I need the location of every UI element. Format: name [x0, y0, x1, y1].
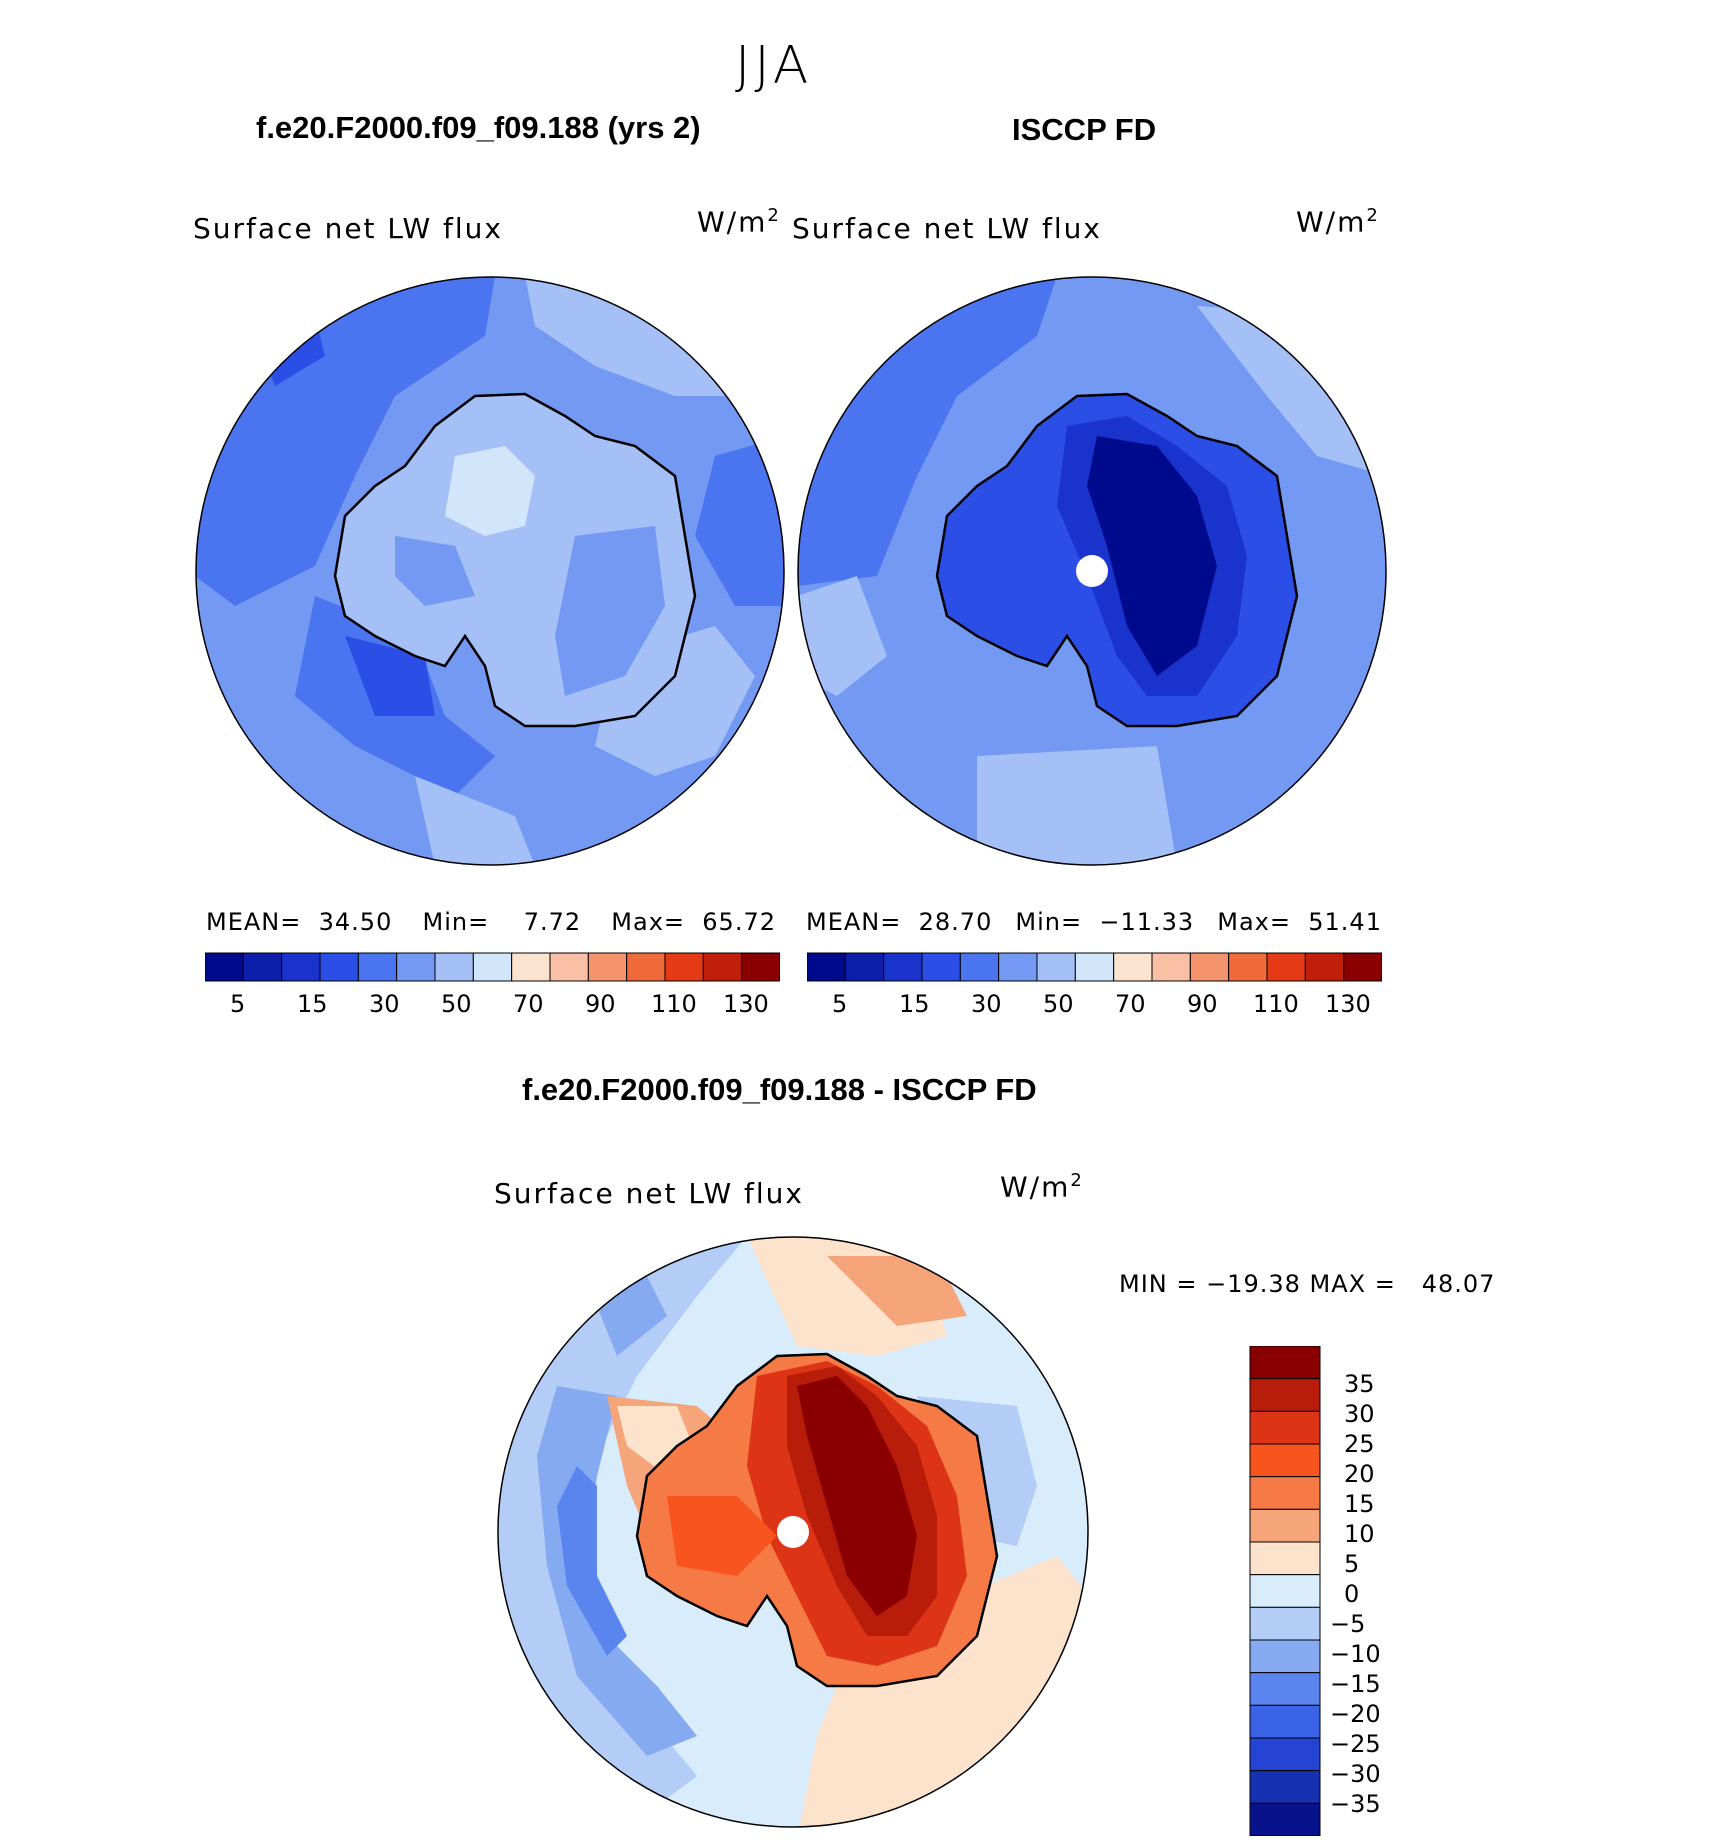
colorbar-swatch	[883, 952, 923, 982]
colorbar-swatch	[587, 952, 628, 982]
panel2-stats: MEAN= 28.70 Min= −11.33 Max= 51.41	[806, 908, 1382, 936]
cb1-tick: 70	[513, 990, 544, 1018]
diff-variable: Surface net LW flux	[494, 1177, 804, 1210]
cb1-tick: 15	[297, 990, 328, 1018]
panel1-colorbar	[205, 952, 780, 982]
panel2-title: ISCCP FD	[1012, 112, 1157, 147]
colorbar-swatch	[702, 952, 743, 982]
colorbar-swatch	[1074, 952, 1115, 982]
cb3-tick: −20	[1330, 1700, 1381, 1728]
cb2-tick: 50	[1043, 990, 1074, 1018]
panel2-map	[797, 276, 1387, 866]
colorbar-swatch	[549, 952, 589, 982]
colorbar-swatch	[807, 952, 846, 982]
diff-minmax: MIN = −19.38 MAX = 48.07	[1119, 1270, 1496, 1298]
cb3-tick: −35	[1330, 1790, 1381, 1818]
colorbar-swatch	[434, 952, 474, 982]
panel1-variable: Surface net LW flux	[193, 212, 503, 245]
colorbar-swatch	[1249, 1737, 1321, 1772]
cb3-tick: 35	[1344, 1370, 1375, 1398]
diff-map	[497, 1236, 1089, 1828]
colorbar-swatch	[1304, 952, 1345, 982]
colorbar-swatch	[1249, 1508, 1321, 1543]
colorbar-swatch	[1249, 1704, 1321, 1739]
cb3-tick: −30	[1330, 1760, 1381, 1788]
colorbar-swatch	[1249, 1802, 1321, 1836]
colorbar-swatch	[1249, 1672, 1321, 1706]
cb1-tick: 130	[723, 990, 769, 1018]
cb2-tick: 15	[899, 990, 930, 1018]
colorbar-swatch	[1249, 1443, 1321, 1478]
colorbar-swatch	[1249, 1410, 1321, 1445]
diff-colorbar-ticks: 35 30 25 20 15 10 5 0 −5 −10 −15 −20 −25…	[1330, 1346, 1450, 1836]
panel2-units: W/m2	[1296, 205, 1380, 239]
cb2-tick: 30	[971, 990, 1002, 1018]
colorbar-swatch	[1343, 952, 1382, 982]
colorbar-swatch	[1249, 1639, 1321, 1674]
colorbar-swatch	[1249, 1378, 1321, 1412]
season-title: JJA	[735, 36, 813, 96]
cb3-tick: 10	[1344, 1520, 1375, 1548]
colorbar-swatch	[1249, 1541, 1321, 1576]
diff-colorbar	[1249, 1346, 1321, 1836]
colorbar-swatch	[959, 952, 1000, 982]
colorbar-swatch	[998, 952, 1038, 982]
cb3-tick: 0	[1344, 1580, 1360, 1608]
colorbar-swatch	[1249, 1574, 1321, 1608]
cb1-tick: 90	[585, 990, 616, 1018]
cb3-tick: 30	[1344, 1400, 1375, 1428]
diff-units: W/m2	[1000, 1170, 1084, 1204]
cb3-tick: −5	[1330, 1610, 1366, 1638]
cb2-tick: 5	[832, 990, 848, 1018]
panel1-stats: MEAN= 34.50 Min= 7.72 Max= 65.72	[206, 908, 776, 936]
cb2-tick: 90	[1187, 990, 1218, 1018]
cb3-tick: −10	[1330, 1640, 1381, 1668]
colorbar-swatch	[1113, 952, 1153, 982]
cb2-tick: 110	[1253, 990, 1299, 1018]
colorbar-swatch	[205, 952, 244, 982]
panel2-colorbar-ticks: 5 15 30 50 70 90 110 130	[807, 990, 1382, 1020]
panel1-colorbar-ticks: 5 15 30 50 70 90 110 130	[205, 990, 780, 1020]
cb3-tick: −25	[1330, 1730, 1381, 1758]
colorbar-swatch	[1266, 952, 1306, 982]
colorbar-swatch	[242, 952, 283, 982]
colorbar-swatch	[1151, 952, 1191, 982]
panel1-units: W/m2	[697, 205, 781, 239]
colorbar-swatch	[1036, 952, 1076, 982]
cb3-tick: 5	[1344, 1550, 1360, 1578]
cb1-tick: 30	[369, 990, 400, 1018]
cb3-tick: 25	[1344, 1430, 1375, 1458]
colorbar-swatch	[1249, 1346, 1321, 1380]
colorbar-swatch	[921, 952, 961, 982]
cb2-tick: 130	[1325, 990, 1371, 1018]
cb3-tick: 15	[1344, 1490, 1375, 1518]
colorbar-swatch	[396, 952, 436, 982]
cb1-tick: 5	[230, 990, 246, 1018]
colorbar-swatch	[741, 952, 780, 982]
colorbar-swatch	[1228, 952, 1268, 982]
colorbar-swatch	[1189, 952, 1230, 982]
colorbar-swatch	[626, 952, 666, 982]
colorbar-swatch	[1249, 1476, 1321, 1510]
colorbar-swatch	[319, 952, 359, 982]
colorbar-swatch	[844, 952, 885, 982]
colorbar-swatch	[281, 952, 321, 982]
diff-title: f.e20.F2000.f09_f09.188 - ISCCP FD	[522, 1072, 1037, 1107]
cb3-tick: 20	[1344, 1460, 1375, 1488]
colorbar-swatch	[511, 952, 551, 982]
colorbar-swatch	[472, 952, 513, 982]
colorbar-swatch	[664, 952, 704, 982]
cb1-tick: 50	[441, 990, 472, 1018]
cb2-tick: 70	[1115, 990, 1146, 1018]
panel2-colorbar	[807, 952, 1382, 982]
cb3-tick: −15	[1330, 1670, 1381, 1698]
colorbar-swatch	[1249, 1606, 1321, 1641]
cb1-tick: 110	[651, 990, 697, 1018]
panel1-title: f.e20.F2000.f09_f09.188 (yrs 2)	[256, 110, 701, 145]
colorbar-swatch	[1249, 1770, 1321, 1804]
panel2-variable: Surface net LW flux	[792, 212, 1102, 245]
panel1-map	[195, 276, 785, 866]
colorbar-swatch	[357, 952, 398, 982]
